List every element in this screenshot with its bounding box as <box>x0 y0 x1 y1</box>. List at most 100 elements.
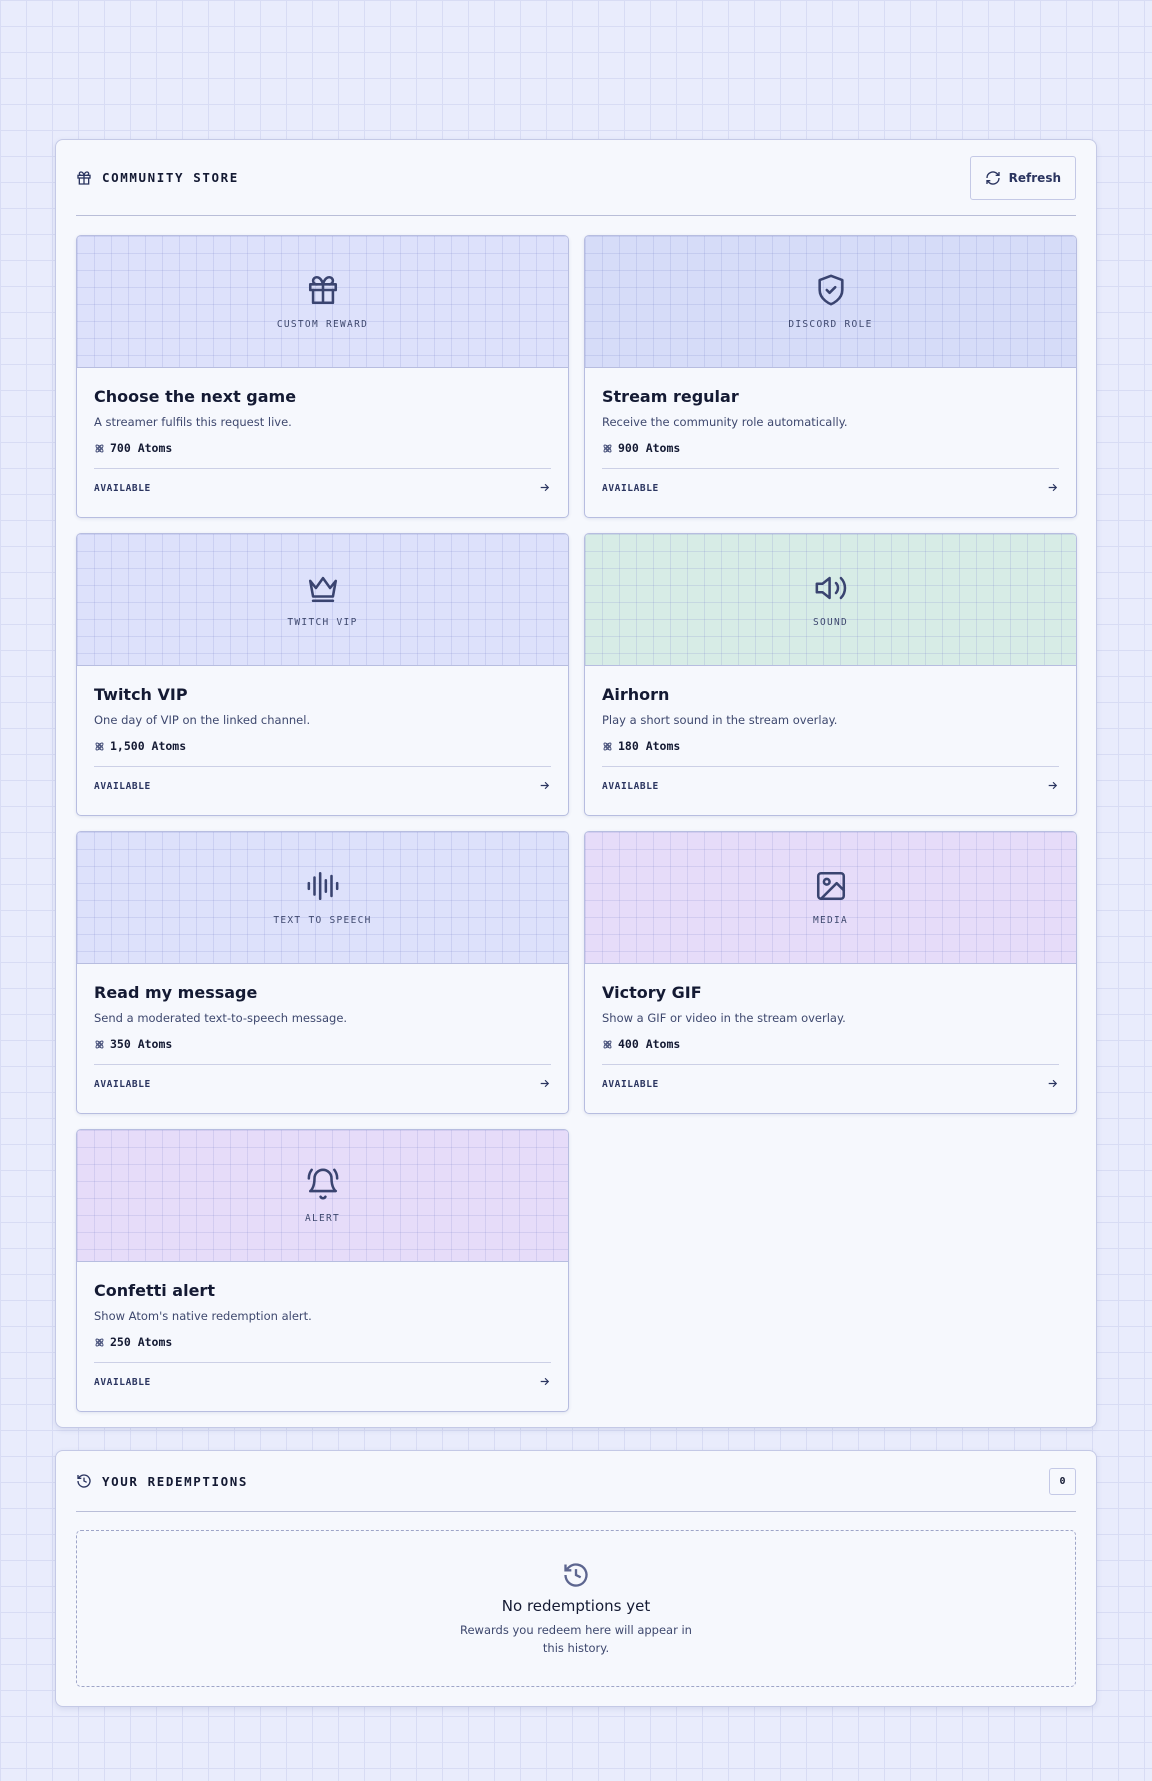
refresh-button[interactable]: Refresh <box>969 155 1076 200</box>
price-label: 250 Atoms <box>110 1335 173 1349</box>
arrow <box>540 1377 550 1386</box>
icon <box>308 576 337 603</box>
reward-category: TEXT TO SPEECH <box>273 915 372 926</box>
icon <box>307 1168 338 1200</box>
reward-card[interactable]: TWITCH VIP Twitch VIP One day of VIP on th… <box>76 533 569 816</box>
reward-title: Twitch VIP <box>94 685 188 704</box>
reward-price: 180 Atoms <box>602 739 1059 753</box>
reward-description: Show a GIF or video in the stream overla… <box>602 1011 846 1025</box>
reward-icon <box>306 571 340 609</box>
reward-banner: TWITCH VIP <box>77 534 568 666</box>
arrow-icon <box>538 1075 551 1094</box>
arrow-icon <box>538 1373 551 1392</box>
reward-footer: AVAILABLE <box>94 1362 551 1402</box>
reward-card[interactable]: MEDIA Victory GIF Show a GIF or video in t… <box>584 831 1077 1114</box>
arrow-icon <box>1046 479 1059 498</box>
reward-description: Receive the community role automatically… <box>602 415 848 429</box>
reward-price: 900 Atoms <box>602 441 1059 455</box>
redemptions-count: 0 <box>1049 1467 1076 1495</box>
reward-description: One day of VIP on the linked channel. <box>94 713 311 727</box>
reward-grid: CUSTOM REWARD Choose the next game A strea… <box>76 216 1077 1432</box>
reward-status: AVAILABLE <box>94 1079 151 1090</box>
atom-icon <box>603 444 612 452</box>
reward-footer: AVAILABLE <box>602 1064 1059 1104</box>
reward-status: AVAILABLE <box>94 1377 151 1388</box>
reward-price: 400 Atoms <box>602 1037 1059 1051</box>
reward-footer: AVAILABLE <box>94 766 551 806</box>
atom-icon <box>603 1040 612 1048</box>
arrow <box>1048 483 1058 492</box>
price-label: 400 Atoms <box>618 1037 681 1051</box>
reward-icon <box>306 869 340 907</box>
price-label: 350 Atoms <box>110 1037 173 1051</box>
reward-category: TWITCH VIP <box>287 617 358 628</box>
reward-body: Choose the next game A streamer fulfils t… <box>77 387 568 508</box>
empty-state: No redemptions yet Rewards you redeem he… <box>76 1530 1076 1687</box>
reward-card[interactable]: TEXT TO SPEECH Read my message Send a mode… <box>76 831 569 1114</box>
empty-text: Rewards you redeem here will appear in t… <box>460 1622 692 1655</box>
reward-status: AVAILABLE <box>94 781 151 792</box>
atom-icon <box>95 444 104 452</box>
atom-icon <box>95 1338 104 1346</box>
refresh-icon <box>985 170 1000 185</box>
empty-title: No redemptions yet <box>501 1596 651 1615</box>
reward-body: Twitch VIP One day of VIP on the linked c… <box>77 685 568 806</box>
reward-card[interactable]: CUSTOM REWARD Choose the next game A strea… <box>76 235 569 518</box>
reward-banner: DISCORD ROLE <box>585 236 1076 368</box>
reward-body: Victory GIF Show a GIF or video in the st… <box>585 983 1076 1104</box>
refresh-label: Refresh <box>1008 170 1061 185</box>
reward-icon <box>814 273 848 311</box>
reward-card[interactable]: SOUND Airhorn Play a short sound in the st… <box>584 533 1077 816</box>
arrow <box>1048 781 1058 790</box>
arrow-icon <box>1046 1075 1059 1094</box>
reward-card[interactable]: DISCORD ROLE Stream regular Receive the co… <box>584 235 1077 518</box>
reward-banner: ALERT <box>77 1130 568 1262</box>
reward-body: Stream regular Receive the community role… <box>585 387 1076 508</box>
arrow <box>540 1079 550 1088</box>
icon <box>307 871 338 901</box>
reward-price: 250 Atoms <box>94 1335 551 1349</box>
reward-footer: AVAILABLE <box>94 468 551 508</box>
arrow <box>1048 1079 1058 1088</box>
reward-footer: AVAILABLE <box>602 468 1059 508</box>
reward-icon <box>306 273 340 311</box>
reward-card[interactable]: ALERT Confetti alert Show Atom's native re… <box>76 1129 569 1412</box>
reward-icon <box>814 869 848 907</box>
reward-footer: AVAILABLE <box>94 1064 551 1104</box>
redemptions-title: YOUR REDEMPTIONS <box>102 1473 249 1489</box>
atom-icon <box>95 1040 104 1048</box>
arrow <box>540 781 550 790</box>
reward-category: ALERT <box>304 1213 341 1224</box>
reward-banner: SOUND <box>585 534 1076 666</box>
reward-price: 1,500 Atoms <box>94 739 551 753</box>
reward-title: Stream regular <box>602 387 739 406</box>
arrow <box>540 483 550 492</box>
reward-icon <box>814 571 848 609</box>
reward-status: AVAILABLE <box>94 483 151 494</box>
reward-status: AVAILABLE <box>602 483 659 494</box>
price-label: 700 Atoms <box>110 441 173 455</box>
reward-title: Choose the next game <box>94 387 297 406</box>
price-label: 180 Atoms <box>618 739 681 753</box>
empty-icon <box>564 1562 588 1587</box>
store-panel: COMMUNITY STORE Refresh CUSTOM REWARD Cho… <box>55 139 1097 1428</box>
reward-status: AVAILABLE <box>602 1079 659 1090</box>
history-icon <box>77 1474 91 1488</box>
reward-category: DISCORD ROLE <box>788 319 873 330</box>
reward-body: Airhorn Play a short sound in the stream … <box>585 685 1076 806</box>
atom-icon <box>603 742 612 750</box>
reward-description: Play a short sound in the stream overlay… <box>602 713 838 727</box>
reward-description: A streamer fulfils this request live. <box>94 415 292 429</box>
reward-title: Read my message <box>94 983 258 1002</box>
reward-banner: CUSTOM REWARD <box>77 236 568 368</box>
reward-banner: MEDIA <box>585 832 1076 964</box>
reward-body: Read my message Send a moderated text-to-… <box>77 983 568 1104</box>
reward-category: MEDIA <box>812 915 849 926</box>
reward-title: Confetti alert <box>94 1281 215 1300</box>
reward-title: Victory GIF <box>602 983 702 1002</box>
icon <box>817 274 844 306</box>
reward-body: Confetti alert Show Atom's native redempt… <box>77 1281 568 1402</box>
arrow-icon <box>538 777 551 796</box>
atom-icon <box>95 742 104 750</box>
